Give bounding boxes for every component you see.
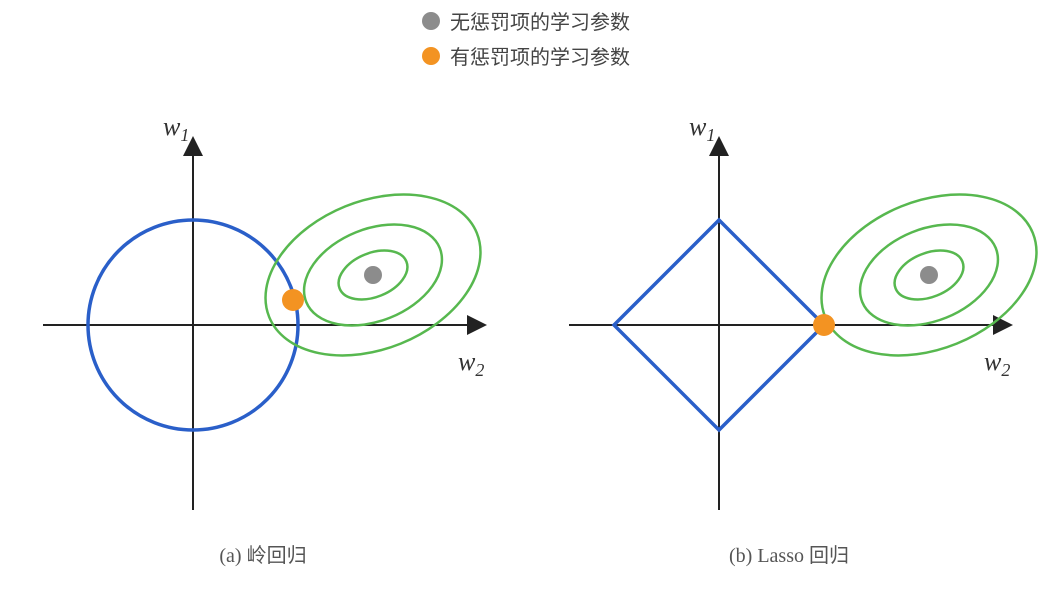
panel-lasso: w1 w2 (b) Lasso 回归 xyxy=(539,80,1039,600)
panel-ridge: w1 w2 (a) 岭回归 xyxy=(13,80,513,600)
loss-contours xyxy=(797,164,1039,385)
legend-item-unpenalized: 无惩罚项的学习参数 xyxy=(422,6,630,35)
penalized-point xyxy=(282,289,304,311)
caption-ridge: (a) 岭回归 xyxy=(13,539,513,568)
legend: 无惩罚项的学习参数 有惩罚项的学习参数 xyxy=(422,6,630,70)
legend-dot-orange xyxy=(422,47,440,65)
caption-lasso: (b) Lasso 回归 xyxy=(539,539,1039,568)
y-axis-label: w1 xyxy=(163,112,189,145)
legend-dot-gray xyxy=(422,12,440,30)
x-axis-label: w2 xyxy=(458,347,484,380)
legend-item-penalized: 有惩罚项的学习参数 xyxy=(422,41,630,70)
penalized-point xyxy=(813,314,835,336)
legend-label-unpenalized: 无惩罚项的学习参数 xyxy=(450,6,630,35)
legend-label-penalized: 有惩罚项的学习参数 xyxy=(450,41,630,70)
contour-outer xyxy=(797,164,1039,385)
x-axis-label: w2 xyxy=(984,347,1010,380)
plot-lasso: w1 w2 xyxy=(539,80,1039,530)
unpenalized-point xyxy=(364,266,382,284)
panels-row: w1 w2 (a) 岭回归 xyxy=(0,80,1052,600)
unpenalized-point xyxy=(920,266,938,284)
plot-ridge: w1 w2 xyxy=(13,80,513,530)
y-axis-label: w1 xyxy=(689,112,715,145)
